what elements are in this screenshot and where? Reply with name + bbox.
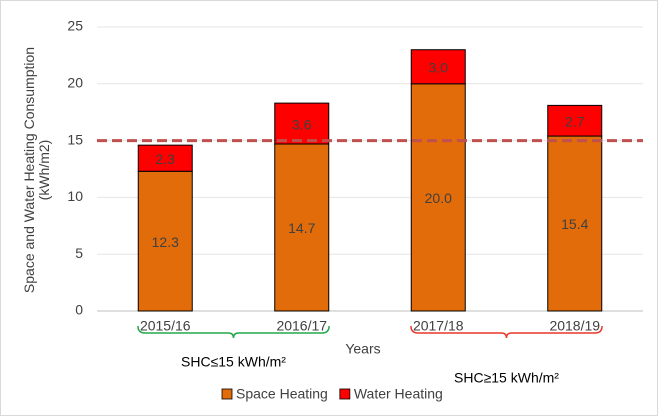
value-label: 15.4 (561, 216, 588, 232)
x-tick-label: 2018/19 (549, 318, 600, 334)
y-tick-label: 15 (67, 131, 83, 147)
value-label: 2.7 (565, 113, 585, 129)
bar-segment (410, 83, 466, 312)
group-bracket (137, 325, 330, 339)
group-label: SHC≤15 kWh/m² (181, 354, 286, 370)
legend-swatch (339, 388, 351, 400)
bar-segment (547, 135, 603, 312)
value-label: 14.7 (288, 220, 315, 236)
bar-segment (547, 104, 603, 137)
y-axis-label: (kWh/m2) (36, 140, 52, 201)
y-tick-label: 5 (75, 245, 83, 261)
y-tick-label: 10 (67, 188, 83, 204)
value-label: 3.0 (429, 59, 449, 75)
legend-label: Water Heating (354, 386, 443, 402)
value-label: 2.3 (156, 151, 176, 167)
x-axis-label: Years (345, 341, 380, 357)
legend-label: Space Heating (236, 386, 328, 402)
value-label: 20.0 (425, 190, 452, 206)
x-tick-label: 2016/17 (276, 318, 327, 334)
x-tick-label: 2015/16 (140, 318, 191, 334)
y-axis-label: Space and Water Heating Consumption (21, 47, 37, 293)
value-label: 3.6 (292, 116, 312, 132)
y-tick-label: 20 (67, 75, 83, 91)
y-axis-title: Space and Water Heating Consumption (kWh/… (21, 47, 52, 293)
value-label: 12.3 (152, 234, 179, 250)
group-bracket (410, 325, 603, 339)
legend-swatch (221, 388, 233, 400)
bar-segment (137, 144, 193, 172)
y-tick-label: 25 (67, 18, 83, 34)
group-label: SHC≥15 kWh/m² (454, 370, 559, 386)
y-tick-label: 0 (75, 302, 83, 318)
bar-segment (274, 102, 330, 145)
x-tick-label: 2017/18 (413, 318, 464, 334)
bar-segment (410, 49, 466, 85)
